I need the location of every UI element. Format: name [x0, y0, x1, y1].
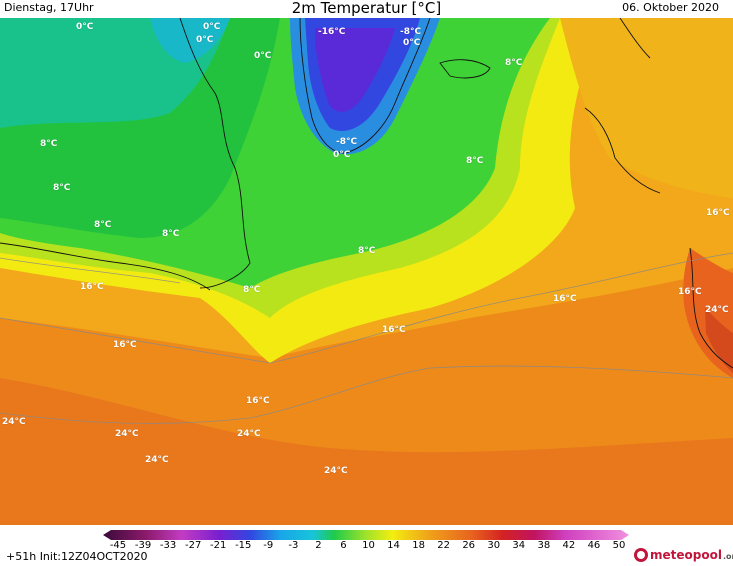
logo-text: meteopool	[650, 548, 722, 562]
isotherm-label: 8°C	[40, 139, 58, 149]
isotherm-label: 16°C	[553, 294, 577, 304]
scale-tick-label: -39	[134, 540, 152, 551]
isotherm-label: 0°C	[76, 22, 94, 32]
isotherm-label: 16°C	[678, 287, 702, 297]
scale-tick-label: 38	[537, 540, 551, 551]
scale-tick-label: -3	[288, 540, 299, 551]
scale-tick-label: 6	[340, 540, 347, 551]
color-scale-gradient	[103, 530, 629, 540]
field-greenland-purple	[315, 28, 395, 112]
isotherm-label: 8°C	[53, 183, 71, 193]
isotherm-label: 16°C	[113, 340, 137, 350]
isotherm-label: 8°C	[505, 58, 523, 68]
isotherm-label: 8°C	[358, 246, 376, 256]
meteopool-logo[interactable]: meteopool .org	[634, 547, 733, 563]
forecast-step: +51h	[6, 550, 37, 563]
isotherm-label: 16°C	[382, 325, 406, 335]
scale-tick-label: -9	[263, 540, 274, 551]
isotherm-label: 8°C	[243, 285, 261, 295]
scale-tick-label: -33	[159, 540, 177, 551]
scale-tick-label: 46	[587, 540, 601, 551]
isotherm-label: 0°C	[333, 150, 351, 160]
logo-icon	[634, 548, 648, 562]
scale-tick-label: 30	[487, 540, 501, 551]
isotherm-label: 0°C	[254, 51, 272, 61]
field-scandinavia	[560, 18, 733, 198]
isotherm-label: 24°C	[324, 466, 348, 476]
scale-tick-label: -21	[210, 540, 227, 551]
isotherm-label: 24°C	[145, 455, 169, 465]
color-scale-ticks: -45 -39 -33 -27 -21 -15 -9 -3 2 6 10 14 18 22 26 30 34 38…	[0, 540, 733, 552]
isotherm-label: 8°C	[466, 156, 484, 166]
isotherm-label: -16°C	[318, 27, 346, 37]
model-run-info: +51h Init:12Z04OCT2020	[6, 550, 148, 563]
isotherm-label: 0°C	[203, 22, 221, 32]
temperature-field	[0, 18, 733, 525]
scale-tick-label: -27	[184, 540, 202, 551]
scale-tick-label: 22	[437, 540, 451, 551]
field-iberia-hot	[705, 308, 733, 373]
temperature-map: 0°C 0°C 0°C 0°C -16°C -8°C 0°C 8°C -8°C 0°C 8°C 8°C…	[0, 18, 733, 525]
map-title: 2m Temperatur [°C]	[291, 0, 442, 17]
scale-tick-label: 50	[612, 540, 626, 551]
isotherm-label: 0°C	[196, 35, 214, 45]
field-cyan	[150, 18, 230, 63]
logo-tld: .org	[722, 552, 733, 561]
isotherm-label: 24°C	[237, 429, 261, 439]
isotherm-label: 24°C	[115, 429, 139, 439]
init-time: Init:12Z04OCT2020	[39, 550, 148, 563]
scale-tick-label: -15	[235, 540, 252, 551]
isotherm-label: -8°C	[336, 137, 358, 147]
scale-tick-label: 26	[462, 540, 476, 551]
scale-tick-label: -45	[109, 540, 127, 551]
color-scale-bar	[103, 530, 629, 540]
isotherm-label: -8°C	[400, 27, 422, 37]
isotherm-label: 8°C	[162, 229, 180, 239]
valid-date-label: 06. Oktober 2020	[622, 1, 719, 14]
scale-tick-label: 42	[562, 540, 576, 551]
scale-tick-label: 34	[512, 540, 526, 551]
field-dark-orange	[0, 378, 733, 525]
scale-tick-label: 10	[362, 540, 375, 551]
isotherm-label: 8°C	[94, 220, 112, 230]
isotherm-label: 16°C	[80, 282, 104, 292]
valid-time-label: Dienstag, 17Uhr	[4, 1, 94, 14]
map-footer: -45 -39 -33 -27 -21 -15 -9 -3 2 6 10 14 18 22 26 30 34 38…	[0, 525, 733, 566]
isotherm-label: 16°C	[246, 396, 270, 406]
map-header: Dienstag, 17Uhr 2m Temperatur [°C] 06. O…	[0, 0, 733, 18]
scale-tick-label: 14	[387, 540, 400, 551]
color-scale-svg	[103, 530, 629, 540]
scale-tick-label: 18	[412, 540, 425, 551]
scale-tick-label: 2	[315, 540, 322, 551]
isotherm-label: 24°C	[2, 417, 26, 427]
isotherms	[0, 252, 733, 424]
coastlines	[0, 18, 733, 369]
isotherm-label: 0°C	[403, 38, 421, 48]
isotherm-label: 24°C	[705, 305, 729, 315]
isotherm-label: 16°C	[706, 208, 730, 218]
